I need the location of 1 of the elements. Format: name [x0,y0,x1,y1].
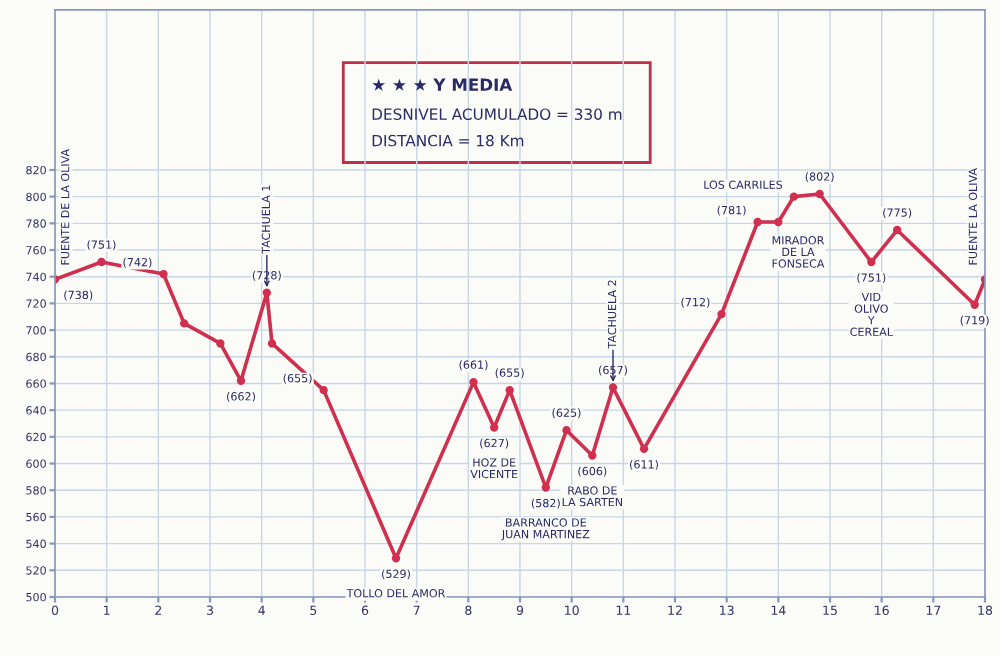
annotation: ★ ★ ★ Y MEDIA [372,78,513,91]
